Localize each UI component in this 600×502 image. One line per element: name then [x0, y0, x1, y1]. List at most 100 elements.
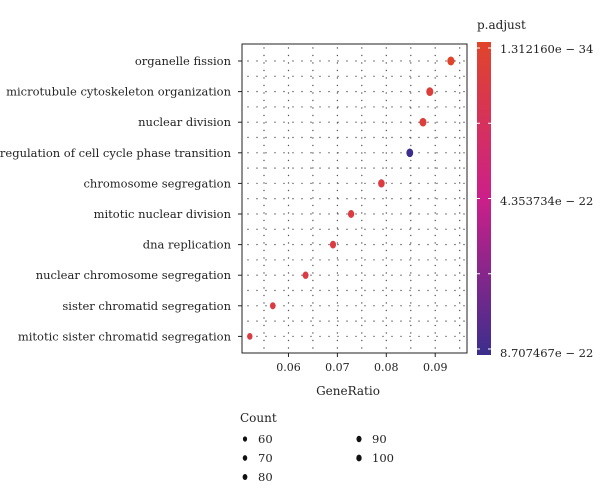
- grid-dot: [434, 294, 436, 297]
- grid-dot: [385, 309, 387, 312]
- grid-dot: [337, 182, 339, 185]
- x-tick-label: 0.07: [325, 361, 350, 374]
- grid-dot: [319, 228, 321, 230]
- grid-dot: [283, 90, 285, 93]
- grid-dot: [336, 69, 339, 72]
- grid-dot: [355, 335, 357, 338]
- grid-dot: [463, 182, 465, 185]
- grid-dot: [463, 335, 465, 338]
- grid-dot: [336, 99, 339, 102]
- grid-dot: [355, 106, 357, 108]
- grid-dot: [312, 309, 314, 312]
- grid-dot: [409, 320, 411, 322]
- grid-dot: [355, 289, 357, 292]
- grid-dot: [445, 274, 447, 276]
- grid-dot: [459, 287, 461, 289]
- grid-dot: [328, 198, 330, 200]
- grid-dot: [382, 213, 384, 215]
- grid-dot: [283, 259, 285, 261]
- grid-dot: [459, 159, 461, 162]
- grid-dot: [445, 136, 447, 139]
- grid-dot: [361, 84, 363, 87]
- grid-dot: [283, 106, 285, 108]
- grid-dot: [391, 213, 393, 215]
- grid-dot: [319, 335, 321, 338]
- grid-dot: [287, 347, 290, 349]
- grid-dot: [400, 121, 402, 123]
- grid-dot: [385, 107, 387, 109]
- data-point: [302, 271, 309, 279]
- grid-dot: [274, 182, 276, 185]
- grid-dot: [434, 137, 436, 139]
- grid-dot: [319, 198, 321, 200]
- grid-dot: [301, 182, 303, 185]
- grid-dot: [427, 289, 429, 292]
- grid-dot: [283, 213, 285, 215]
- grid-dot: [265, 167, 267, 169]
- grid-dot: [373, 320, 375, 322]
- grid-dot: [364, 274, 366, 276]
- grid-dot: [410, 47, 412, 49]
- grid-dot: [459, 129, 461, 132]
- grid-dot: [410, 204, 412, 207]
- grid-dot: [385, 212, 387, 214]
- grid-dot: [336, 107, 339, 109]
- x-tick-label: 0.09: [423, 361, 448, 374]
- grid-dot: [312, 219, 314, 222]
- grid-dot: [312, 249, 314, 252]
- grid-dot: [263, 107, 265, 109]
- grid-dot: [463, 305, 465, 307]
- grid-dot: [445, 121, 447, 123]
- grid-dot: [434, 249, 436, 252]
- grid-dot: [301, 75, 303, 78]
- grid-dot: [336, 324, 339, 327]
- grid-dot: [355, 121, 357, 123]
- grid-dot: [373, 121, 375, 123]
- grid-dot: [410, 99, 412, 102]
- grid-dot: [287, 339, 290, 342]
- grid-dot: [319, 167, 321, 169]
- grid-dot: [385, 317, 387, 319]
- grid-dot: [287, 227, 290, 229]
- grid-dot: [434, 302, 436, 304]
- grid-dot: [346, 167, 348, 169]
- x-axis-title: GeneRatio: [316, 384, 380, 398]
- grid-dot: [292, 274, 294, 276]
- grid-dot: [319, 136, 321, 139]
- grid-dot: [263, 204, 265, 207]
- grid-dot: [410, 324, 412, 327]
- grid-dot: [385, 54, 387, 57]
- grid-dot: [434, 77, 436, 79]
- grid-dot: [287, 234, 290, 237]
- grid-dot: [459, 54, 461, 57]
- grid-dot: [265, 136, 267, 139]
- grid-dot: [274, 90, 276, 93]
- grid-dot: [336, 204, 339, 207]
- grid-dot: [361, 219, 363, 222]
- grid-dot: [301, 167, 303, 169]
- grid-dot: [454, 106, 456, 108]
- grid-dot: [454, 305, 456, 307]
- grid-dot: [454, 243, 456, 246]
- grid-dot: [385, 77, 387, 79]
- grid-dot: [418, 90, 420, 93]
- grid-dot: [427, 152, 429, 154]
- grid-dot: [373, 213, 375, 215]
- grid-dot: [312, 62, 314, 64]
- y-category-label: nuclear division: [138, 115, 231, 129]
- grid-dot: [361, 287, 363, 289]
- grid-dot: [361, 204, 363, 207]
- grid-dot: [410, 159, 412, 162]
- grid-dot: [287, 332, 290, 334]
- grid-dot: [385, 137, 387, 139]
- grid-dot: [247, 320, 249, 322]
- grid-dot: [361, 264, 363, 267]
- data-point: [269, 302, 276, 310]
- grid-dot: [391, 106, 393, 108]
- grid-dot: [434, 197, 436, 199]
- grid-dot: [434, 204, 436, 207]
- grid-dot: [263, 99, 265, 102]
- grid-dot: [400, 167, 402, 169]
- grid-dot: [361, 212, 363, 214]
- grid-dot: [247, 198, 249, 200]
